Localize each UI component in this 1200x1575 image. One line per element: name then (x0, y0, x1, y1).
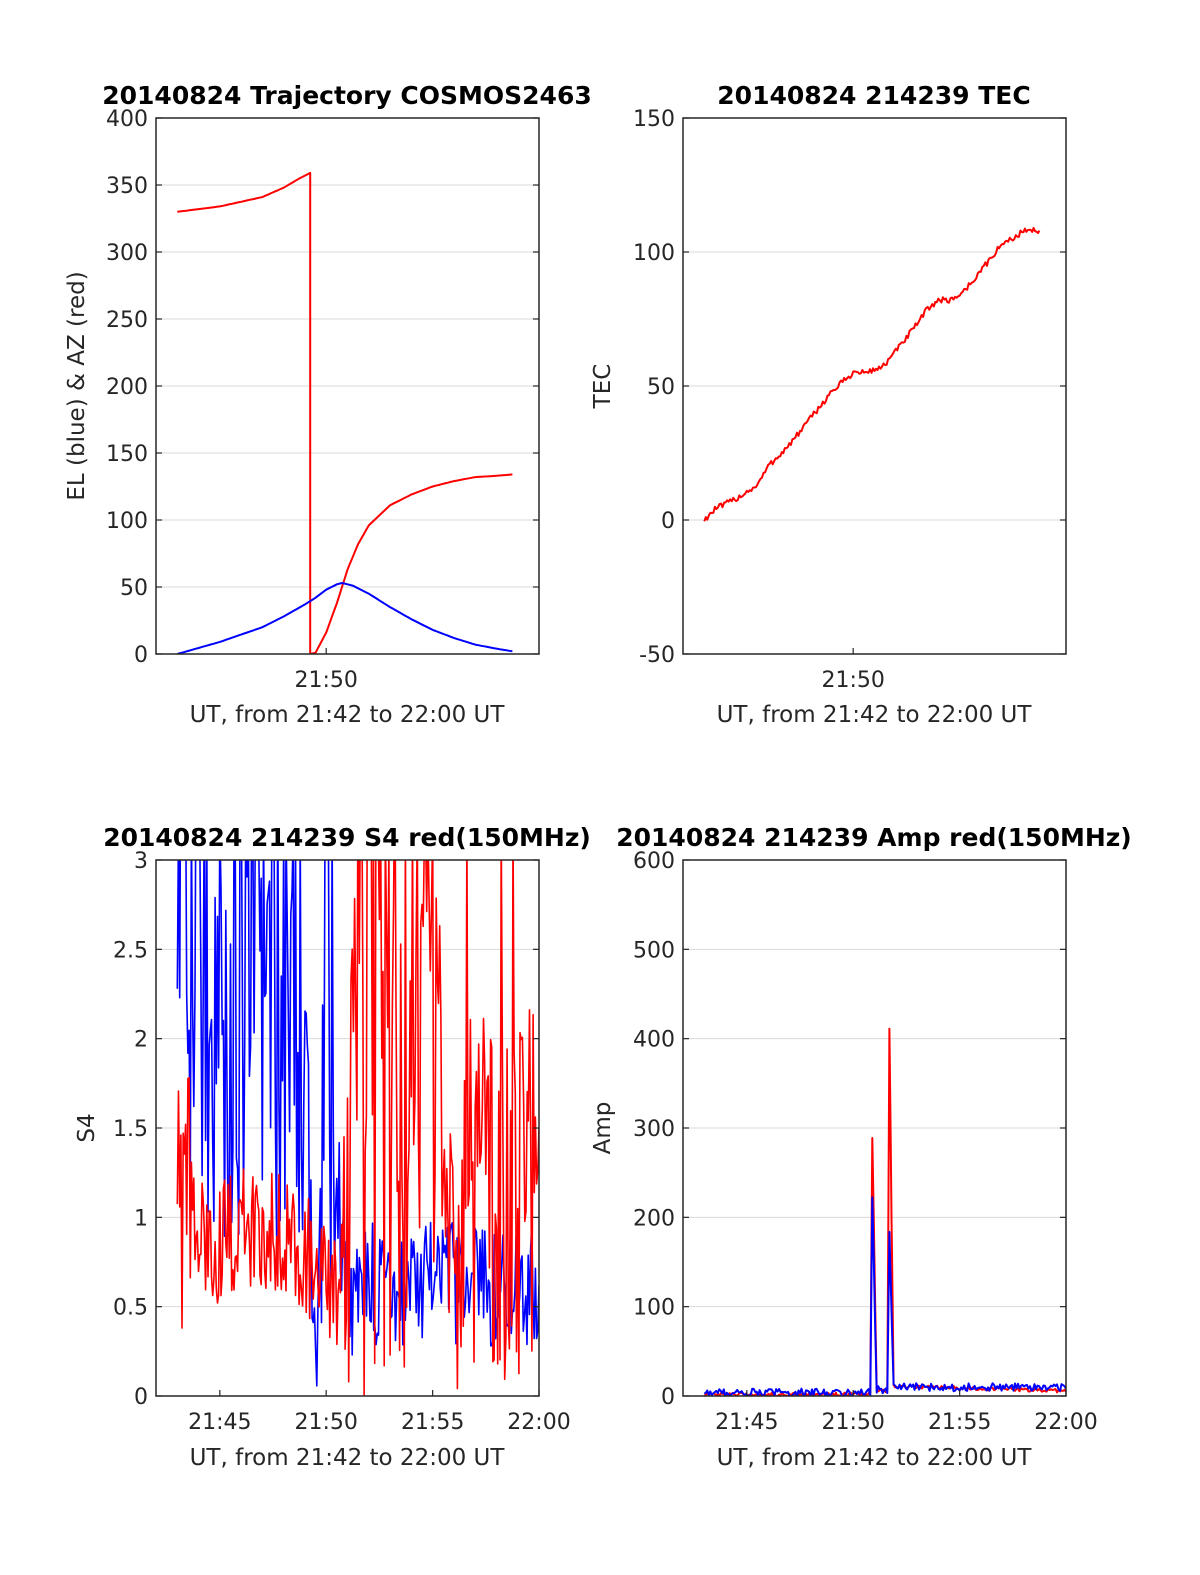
trajectory-y-tick-label: 50 (120, 576, 148, 601)
s4-series (176, 860, 539, 1396)
trajectory-x-ticks: 21:50 (294, 648, 358, 693)
trajectory-series-clip (177, 171, 513, 654)
tec-y-label: TEC (590, 364, 616, 410)
tec-y-tick-label: 50 (647, 375, 675, 400)
s4-series-clip (176, 860, 539, 1396)
amp-x-tick-label: 21:50 (821, 1410, 884, 1435)
amp-series-line-blue (703, 1196, 1066, 1396)
amp-x-label: UT, from 21:42 to 22:00 UT (717, 1445, 1033, 1471)
amp-y-label: Amp (590, 1102, 616, 1155)
trajectory-y-tick-label: 200 (106, 375, 148, 400)
tec-series-clip (703, 226, 1041, 522)
amp-x-tick-label: 22:00 (1034, 1410, 1097, 1435)
s4-y-tick-label: 3 (134, 849, 148, 874)
amp-y-tick-label: 200 (633, 1206, 675, 1231)
amp-y-tick-label: 100 (633, 1296, 675, 1321)
s4-series-line-red (176, 860, 539, 1396)
trajectory-x-tick-label: 21:50 (294, 668, 357, 693)
trajectory-y-tick-label: 0 (134, 643, 148, 668)
amp-panel: 0 100 200 300 400 500 600 21:45 21:50 21:55 22:00… (590, 823, 1132, 1471)
s4-x-tick-label: 21:50 (294, 1410, 357, 1435)
s4-x-label: UT, from 21:42 to 22:00 UT (190, 1445, 506, 1471)
trajectory-y-tick-label: 250 (106, 308, 148, 333)
s4-y-tick-label: 2 (134, 1028, 148, 1053)
tec-series-line-red (703, 226, 1041, 522)
amp-y-tick-label: 500 (633, 938, 675, 963)
s4-y-tick-label: 1.5 (113, 1117, 148, 1142)
trajectory-y-tick-label: 400 (106, 107, 148, 132)
trajectory-y-tick-label: 350 (106, 174, 148, 199)
s4-y-ticks: 0 0.5 1 1.5 2 2.5 3 (113, 849, 539, 1410)
s4-x-ticks: 21:45 21:50 21:55 22:00 (188, 1390, 571, 1435)
trajectory-series-line-blue (177, 582, 513, 654)
tec-x-tick-label: 21:50 (821, 668, 884, 693)
amp-series-clip (703, 1027, 1066, 1396)
trajectory-y-tick-label: 100 (106, 509, 148, 534)
s4-x-tick-label: 22:00 (507, 1410, 570, 1435)
tec-y-ticks: -50 0 50 100 150 (633, 107, 1066, 668)
s4-y-tick-label: 2.5 (113, 938, 148, 963)
trajectory-y-tick-label: 150 (106, 442, 148, 467)
amp-y-tick-label: 300 (633, 1117, 675, 1142)
tec-series (703, 226, 1041, 522)
trajectory-series (177, 171, 513, 654)
amp-x-ticks: 21:45 21:50 21:55 22:00 (715, 1390, 1098, 1435)
s4-title: 20140824 214239 S4 red(150MHz) (103, 823, 591, 852)
s4-x-tick-label: 21:55 (401, 1410, 464, 1435)
amp-y-tick-label: 0 (661, 1385, 675, 1410)
s4-y-tick-label: 1 (134, 1206, 148, 1231)
tec-panel: -50 0 50 100 150 21:50 20140824 214239 TEC U… (590, 81, 1067, 728)
tec-title: 20140824 214239 TEC (717, 81, 1030, 110)
s4-series-line-blue (176, 860, 539, 1387)
s4-y-label: S4 (74, 1113, 100, 1142)
amp-series (703, 1027, 1066, 1396)
tec-y-tick-label: 150 (633, 107, 675, 132)
tec-y-tick-label: -50 (639, 643, 675, 668)
tec-y-tick-label: 0 (661, 509, 675, 534)
amp-title: 20140824 214239 Amp red(150MHz) (616, 823, 1132, 852)
trajectory-y-tick-label: 300 (106, 241, 148, 266)
amp-y-tick-label: 400 (633, 1028, 675, 1053)
trajectory-y-label: EL (blue) & AZ (red) (64, 271, 90, 500)
s4-y-tick-label: 0 (134, 1385, 148, 1410)
trajectory-title: 20140824 Trajectory COSMOS2463 (102, 81, 592, 110)
amp-x-tick-label: 21:45 (715, 1410, 778, 1435)
amp-y-tick-label: 600 (633, 849, 675, 874)
s4-panel: 0 0.5 1 1.5 2 2.5 3 21:45 21:50 21:55 22:00 20140… (74, 823, 591, 1471)
s4-y-tick-label: 0.5 (113, 1296, 148, 1321)
amp-y-ticks: 0 100 200 300 400 500 600 (633, 849, 1066, 1410)
trajectory-series-line-red (177, 171, 513, 654)
tec-x-ticks: 21:50 (821, 648, 885, 693)
trajectory-panel: 0 50 100 150 200 250 300 350 400 21:50 20140824 … (64, 81, 592, 728)
trajectory-y-ticks: 0 50 100 150 200 250 300 350 400 (106, 107, 539, 668)
trajectory-x-label: UT, from 21:42 to 22:00 UT (190, 702, 506, 728)
tec-x-label: UT, from 21:42 to 22:00 UT (717, 702, 1033, 728)
amp-x-tick-label: 21:55 (928, 1410, 991, 1435)
tec-y-tick-label: 100 (633, 241, 675, 266)
s4-x-tick-label: 21:45 (188, 1410, 251, 1435)
